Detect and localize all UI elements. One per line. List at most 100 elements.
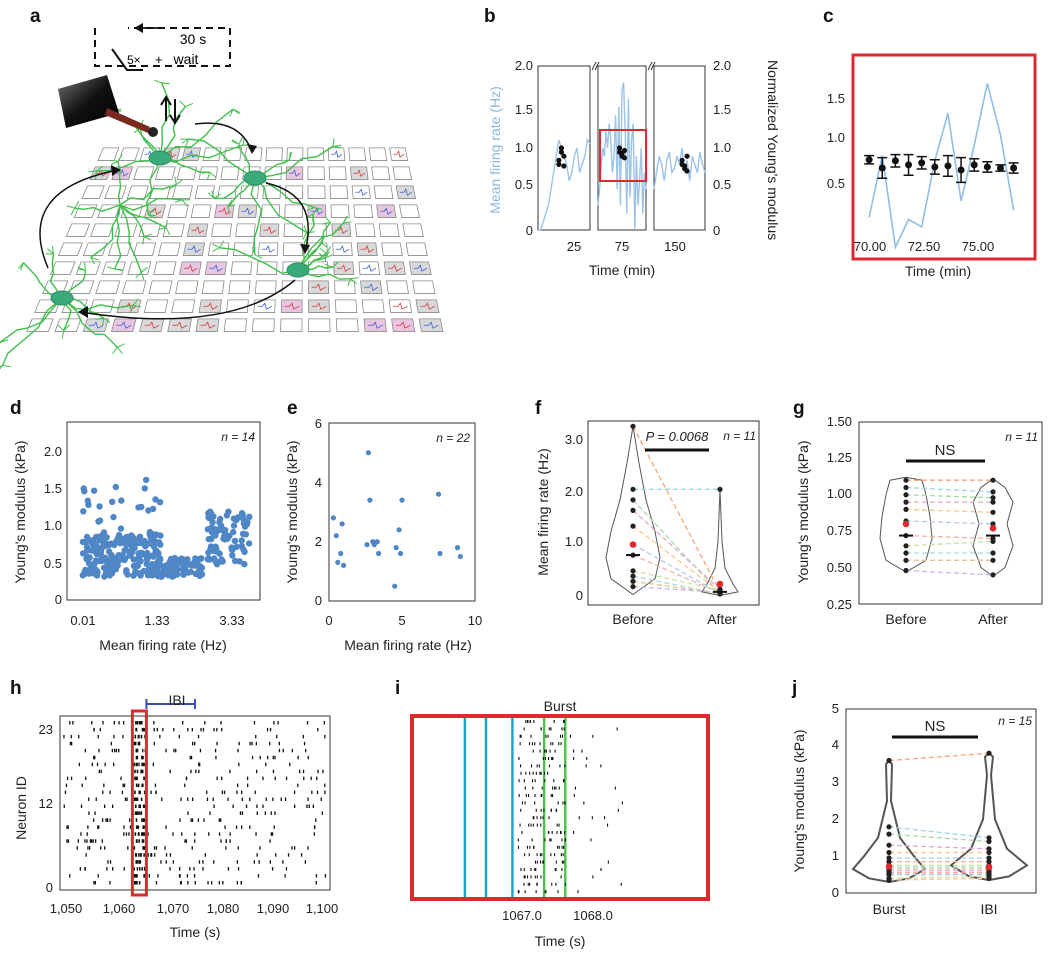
h-burst-spike	[141, 867, 144, 871]
e-scatter-point	[333, 533, 339, 539]
i-spike	[550, 727, 552, 731]
h-burst-spike	[134, 881, 136, 885]
paired-dashed-line	[888, 752, 990, 762]
data-point	[986, 838, 992, 845]
h-burst-spike	[136, 776, 138, 781]
h-spike	[94, 881, 96, 885]
h-spike	[221, 790, 223, 795]
h-burst-spike	[143, 727, 146, 732]
b-firing-rate-line	[597, 82, 647, 231]
h-spike	[232, 804, 234, 808]
e-ytick-3: 6	[315, 416, 322, 431]
neurite-branch	[158, 227, 167, 230]
data-point	[630, 497, 636, 503]
h-spike	[222, 881, 224, 885]
h-spike	[85, 776, 87, 781]
h-burst-spike	[134, 734, 137, 739]
i-spike	[543, 808, 545, 812]
j-ytick-1: 1	[832, 848, 839, 863]
h-spike	[102, 790, 104, 795]
neurite-branch	[176, 179, 184, 185]
i-spike	[555, 860, 557, 864]
paired-dashed-line	[905, 494, 994, 499]
h-spike	[256, 769, 258, 774]
neurite-branch	[325, 263, 333, 268]
h-spike	[102, 721, 104, 725]
electrode-cell	[195, 318, 220, 332]
i-spike	[532, 816, 534, 820]
j-ylabel: Young's modulus (kPa)	[791, 729, 807, 872]
h-spike	[240, 881, 242, 885]
h-burst-spike	[133, 741, 136, 746]
spike-trace	[263, 226, 277, 234]
mean-point	[716, 580, 724, 588]
h-spike	[113, 762, 115, 767]
electrode-cell	[198, 166, 219, 180]
h-spike	[198, 769, 200, 774]
loop-arrow-head-icon	[134, 23, 143, 33]
h-burst-spike	[135, 797, 137, 801]
h-spike	[229, 769, 231, 774]
electrode-cell	[259, 223, 280, 237]
h-spike	[270, 811, 272, 815]
electrode-cell	[101, 261, 127, 275]
d-scatter-point	[98, 557, 105, 565]
i-spike	[526, 845, 528, 849]
h-spike	[169, 867, 171, 871]
h-burst-spike	[140, 769, 142, 774]
neurite-branch	[306, 207, 315, 212]
neurite-branch	[84, 262, 86, 271]
neurite-branch	[61, 330, 65, 339]
h-spike	[227, 867, 230, 871]
data-point	[986, 750, 992, 756]
h-spike	[194, 832, 196, 836]
neurite-branch	[135, 271, 142, 279]
electrode-cell	[363, 318, 387, 332]
i-spike	[534, 779, 536, 783]
b-axis-segment	[653, 65, 706, 231]
h-spike	[69, 721, 71, 725]
h-burst-spike	[140, 797, 143, 801]
data-point	[630, 523, 636, 529]
neurite	[61, 270, 87, 299]
electrode-cell	[257, 242, 279, 256]
neurite-branch	[143, 233, 152, 237]
spike-trace	[261, 245, 276, 253]
neuron-soma	[286, 262, 310, 278]
d-scatter-point	[209, 519, 216, 526]
i-spike	[517, 845, 519, 849]
electrode-cell	[349, 166, 369, 180]
h-spike	[189, 867, 191, 871]
i-spike	[536, 816, 538, 820]
spike-trace	[360, 245, 374, 253]
plus-label: +	[155, 52, 163, 67]
i-spike	[525, 794, 527, 797]
electrode-cell	[57, 242, 83, 256]
i-spike	[540, 860, 542, 864]
neurite-branch	[319, 247, 327, 254]
i-title: Burst	[544, 698, 577, 714]
d-scatter-point	[95, 518, 102, 525]
h-spike	[173, 748, 175, 753]
i-spike	[536, 853, 538, 857]
h-spike	[291, 748, 293, 753]
neurite-branch	[232, 108, 240, 115]
data-point	[903, 477, 909, 483]
h-spike	[291, 846, 293, 850]
neurite-branch	[109, 159, 118, 162]
h-spike	[303, 741, 306, 746]
h-spike	[129, 825, 132, 829]
h-burst-spike	[135, 721, 137, 725]
h-burst-spike	[135, 748, 138, 753]
electrode-cell	[371, 166, 391, 180]
d-scatter-point	[103, 558, 111, 566]
i-spike	[549, 838, 551, 842]
i-spike	[557, 801, 559, 805]
h-burst-spike	[137, 825, 140, 829]
i-spike	[531, 742, 533, 746]
h-spike	[153, 741, 155, 746]
spike-trace	[380, 207, 393, 215]
neurite-branch	[70, 207, 76, 216]
b-ylabel: Mean firing rate (Hz)	[487, 86, 503, 214]
i-spike	[547, 831, 549, 834]
